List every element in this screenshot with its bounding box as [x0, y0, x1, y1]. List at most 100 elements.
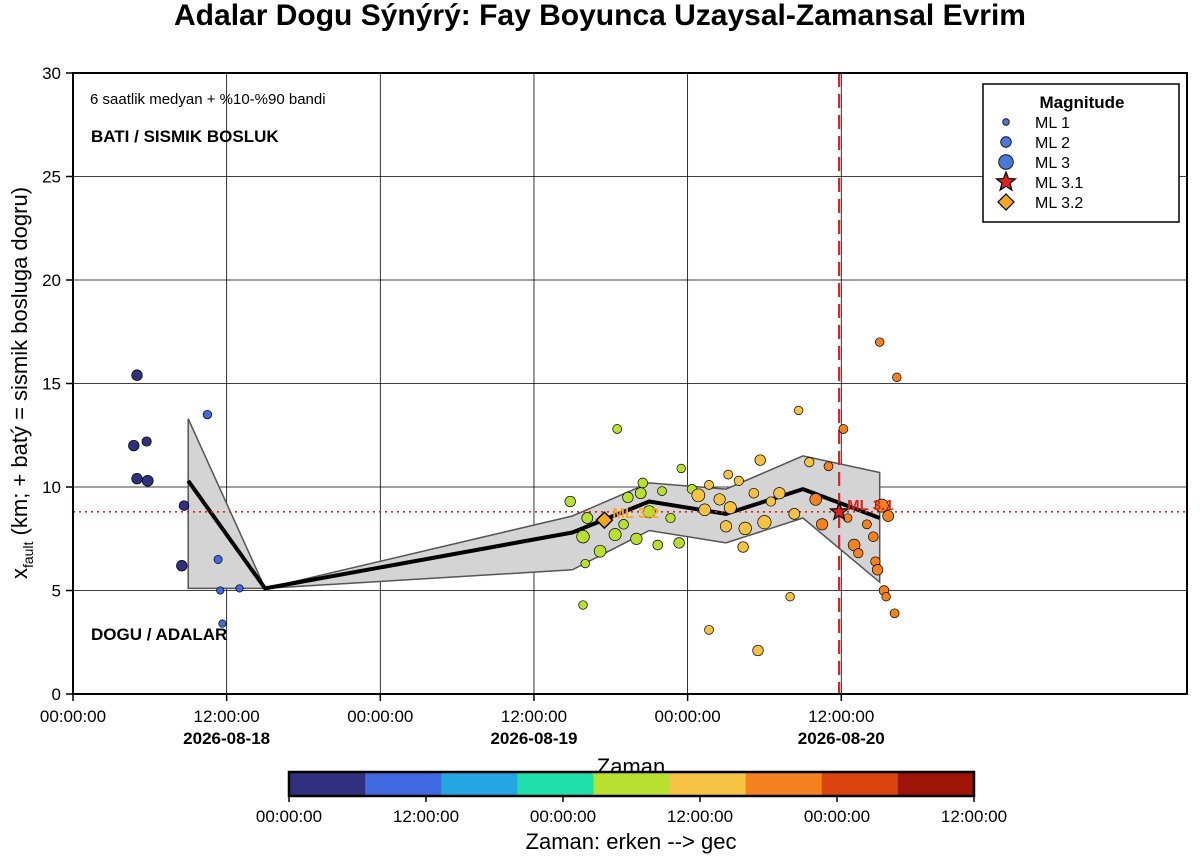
region-bottom-label: DOGU / ADALAR: [91, 625, 227, 644]
event-point: [752, 644, 764, 657]
event-point: [637, 477, 649, 489]
colorbar-segment: [289, 772, 366, 796]
colorbar-segment: [897, 772, 975, 796]
event-point: [765, 496, 776, 507]
event-point: [630, 532, 643, 545]
y-axis-label-rest: (km; + batý = sismik bosluga dogru): [7, 187, 32, 542]
legend-circle-marker: [998, 154, 1014, 170]
colorbar-segment: [821, 772, 899, 796]
legend-title: Magnitude: [1040, 93, 1125, 112]
event-point: [823, 461, 834, 472]
legend-circle-marker: [1000, 136, 1012, 148]
x-tick-date: 2026-08-19: [490, 729, 577, 748]
y-axis-label-sub: fault: [20, 541, 36, 568]
x-axis: 00:00:00 12:00:00 2026-08-18 00:00:00 12:00:…: [40, 694, 885, 748]
event-point: [202, 409, 213, 420]
event-point: [608, 528, 622, 542]
event-point: [733, 475, 744, 486]
special-event-label: ML 3.1: [847, 497, 893, 514]
event-point: [131, 369, 143, 381]
colorbar-tick-label: 00:00:00: [256, 807, 322, 826]
event-point: [691, 488, 706, 503]
y-tick-label: 20: [42, 271, 61, 290]
chart-title: Adalar Dogu Sýnýrý: Fay Boyunca Uzaysal-…: [174, 0, 1026, 32]
colorbar-segment: [517, 772, 594, 796]
colorbar-frame: [287, 770, 976, 798]
colorbar-tick-label: 12:00:00: [393, 807, 459, 826]
region-top-label: BATI / SISMIK BOSLUK: [91, 127, 279, 146]
legend-items: ML 1 ML 2 ML 3 ML 3.1 ML 3.2: [994, 115, 1083, 212]
y-axis: 0 5 10 15 20 25 30: [42, 64, 73, 704]
x-tick-date: 2026-08-20: [798, 729, 885, 748]
legend-circle-marker: [1002, 118, 1010, 126]
event-point: [773, 487, 786, 500]
special-event-label: ML 3.2: [612, 505, 658, 522]
event-point: [713, 493, 726, 506]
y-tick-label: 5: [52, 582, 61, 601]
x-tick-date: 2026-08-18: [183, 729, 270, 748]
event-point: [213, 555, 223, 564]
event-point: [612, 424, 623, 434]
x-tick-label: 12:00:00: [194, 707, 260, 726]
event-point: [141, 474, 154, 487]
legend-star-marker: [994, 170, 1018, 192]
x-tick-label: 00:00:00: [347, 707, 413, 726]
event-point: [141, 436, 152, 447]
y-tick-label: 0: [52, 685, 61, 704]
event-point: [580, 558, 590, 569]
percentile-band: [187, 418, 881, 590]
band-note: 6 saatlik medyan + %10-%90 bandi: [90, 91, 326, 108]
event-point: [793, 405, 804, 416]
legend-label: ML 3: [1035, 155, 1070, 172]
event-point: [634, 487, 647, 500]
y-tick-label: 10: [42, 478, 61, 497]
legend-label: ML 3.1: [1035, 175, 1083, 192]
event-point: [892, 372, 902, 382]
event-point: [785, 592, 795, 602]
event-point: [719, 520, 733, 533]
event-point: [816, 518, 829, 531]
x-tick-label: 12:00:00: [501, 707, 567, 726]
legend-diamond-marker: [997, 193, 1015, 211]
y-tick-label: 25: [42, 168, 61, 187]
x-tick-label: 00:00:00: [40, 707, 106, 726]
legend-box: [982, 83, 1180, 223]
x-tick-label: 12:00:00: [808, 707, 874, 726]
event-point: [889, 608, 900, 619]
event-point: [657, 486, 667, 496]
x-tick-label: 00:00:00: [655, 707, 721, 726]
special-events: ML 3.2 ML 3.1: [595, 497, 894, 530]
event-point: [809, 493, 822, 506]
event-point: [704, 624, 714, 635]
event-point: [737, 541, 749, 553]
colorbar-segment: [593, 772, 671, 796]
event-point: [581, 512, 594, 524]
colorbar-tick-label: 12:00:00: [941, 807, 1007, 826]
event-point: [131, 473, 143, 485]
legend: Magnitude ML 1 ML 2 ML 3 ML 3.1 ML 3.2: [982, 83, 1180, 223]
event-point: [176, 560, 188, 572]
event-point: [218, 619, 227, 628]
event-point: [757, 515, 772, 530]
event-point: [178, 500, 190, 511]
ml31-star: [828, 500, 850, 521]
event-point: [853, 548, 864, 559]
colorbar: 00:00:00 12:00:00 00:00:00 12:00:00 00:00:00…: [256, 770, 1007, 826]
event-point: [874, 498, 889, 513]
event-point: [235, 584, 244, 593]
event-point: [881, 592, 891, 602]
event-point: [642, 505, 656, 519]
events-layer: [128, 337, 902, 657]
legend-label: ML 1: [1035, 115, 1070, 132]
y-tick-label: 30: [42, 64, 61, 83]
ml32-diamond: [595, 511, 614, 530]
event-point: [704, 480, 714, 490]
event-point: [862, 519, 872, 530]
y-axis-label-main: x: [7, 568, 32, 579]
event-point: [698, 503, 711, 517]
event-point: [576, 530, 590, 544]
event-point: [868, 531, 879, 542]
event-point: [804, 457, 815, 468]
colorbar-segment: [441, 772, 518, 796]
